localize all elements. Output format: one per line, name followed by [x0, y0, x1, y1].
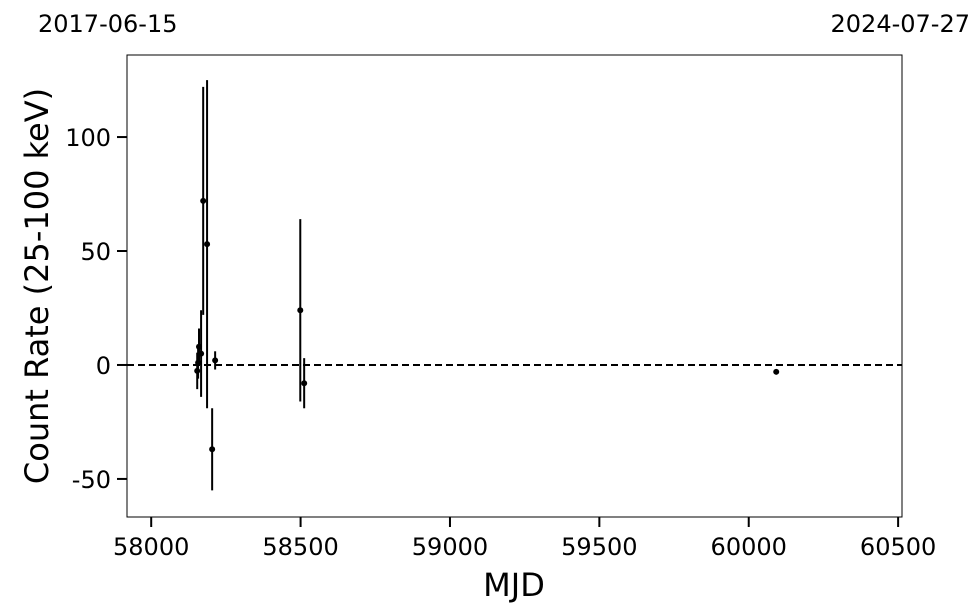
data-point: [198, 350, 205, 357]
annotation: 2017-06-15: [38, 10, 177, 38]
x-tick-label: 60000: [711, 533, 787, 561]
y-axis-label: Count Rate (25-100 keV): [18, 88, 56, 484]
y-tick-label: 50: [80, 238, 111, 266]
x-axis-label: MJD: [483, 566, 545, 604]
y-tick-label: -50: [72, 466, 111, 494]
y-tick-label: 100: [65, 124, 111, 152]
x-tick-label: 60500: [860, 533, 936, 561]
x-tick-label: 59000: [412, 533, 488, 561]
data-point: [212, 357, 219, 364]
x-tick-label: 58500: [262, 533, 338, 561]
x-tick-label: 58000: [113, 533, 189, 561]
data-point: [773, 368, 780, 375]
data-point: [200, 197, 207, 204]
data-point: [297, 307, 304, 314]
data-point: [209, 446, 216, 453]
data-point: [204, 241, 211, 248]
annotation: 2024-07-27: [831, 10, 970, 38]
data-point: [301, 380, 308, 387]
y-tick-label: 0: [96, 352, 111, 380]
plot-frame: [126, 54, 903, 518]
x-tick-label: 59500: [561, 533, 637, 561]
